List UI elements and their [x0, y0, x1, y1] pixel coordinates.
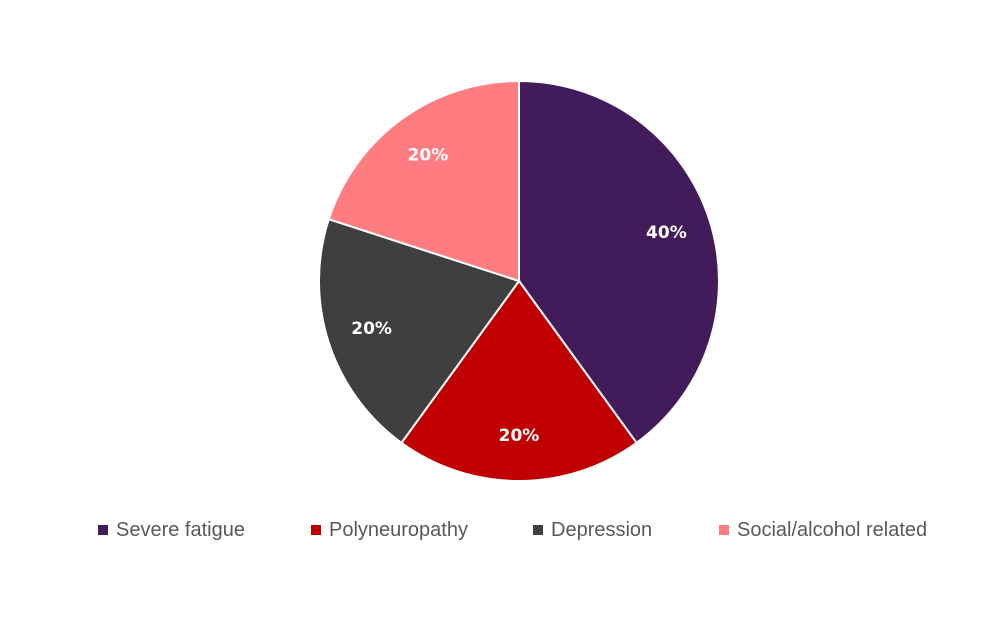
pie-slice-social-alcohol-related	[327, 79, 520, 283]
legend-item-social-alcohol-related: Social/alcohol related	[719, 514, 927, 546]
legend-swatch-icon	[719, 525, 729, 535]
legend-label: Social/alcohol related	[737, 518, 928, 541]
legend-item-depression: Depression	[533, 514, 652, 546]
legend-swatch-icon	[533, 525, 543, 535]
legend-swatch-icon	[311, 525, 321, 535]
data-label-social-alcohol-related: 20%	[408, 146, 449, 166]
chart-legend: Severe fatigue Polyneuropathy Depression…	[0, 514, 1000, 546]
legend-swatch-icon	[98, 525, 108, 535]
pie-slices	[318, 79, 720, 482]
legend-label: Severe fatigue	[116, 518, 245, 541]
pie-slice-severe-fatigue	[518, 79, 720, 445]
legend-item-polyneuropathy: Polyneuropathy	[311, 514, 468, 546]
pie-data-labels: 40% 20% 20% 20%	[351, 146, 687, 446]
pie-slice-depression	[318, 217, 521, 445]
pie-slice-polyneuropathy	[400, 279, 638, 482]
legend-label: Polyneuropathy	[329, 518, 468, 541]
data-label-severe-fatigue: 40%	[646, 223, 687, 243]
legend-label: Depression	[551, 518, 653, 541]
legend-item-severe-fatigue: Severe fatigue	[98, 514, 245, 546]
data-label-polyneuropathy: 20%	[499, 426, 540, 446]
data-label-depression: 20%	[351, 319, 392, 339]
